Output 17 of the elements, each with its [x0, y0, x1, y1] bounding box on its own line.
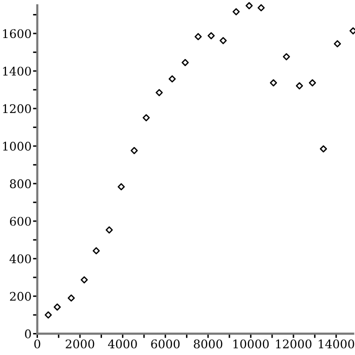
x-tick-label: 14000	[318, 339, 354, 348]
y-tick-label: 1400	[3, 66, 31, 76]
y-tick-label: 1000	[3, 142, 31, 151]
x-tick-label: 8000	[194, 339, 222, 348]
y-tick-label: 0	[24, 329, 31, 338]
x-tick-label: 0	[34, 339, 40, 348]
x-tick-label: 10000	[233, 339, 269, 348]
x-tick-label: 6000	[151, 339, 180, 348]
x-tick-label: 4000	[108, 339, 137, 348]
y-tick-label: 800	[10, 179, 31, 188]
y-tick-label: 1200	[3, 104, 31, 114]
x-tick-label: 12000	[276, 339, 312, 348]
y-tick-label: 600	[10, 216, 31, 226]
y-tick-label: 200	[10, 292, 31, 301]
x-tick-label: 2000	[66, 339, 94, 348]
y-tick-label: 400	[10, 254, 31, 264]
y-tick-label: 1600	[3, 29, 31, 38]
